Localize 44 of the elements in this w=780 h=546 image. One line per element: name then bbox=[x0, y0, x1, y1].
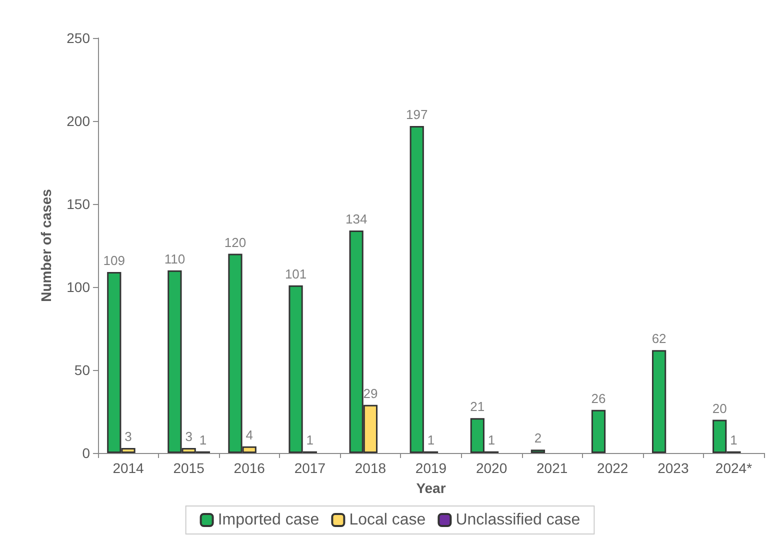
x-tick-label: 2024* bbox=[715, 460, 753, 476]
x-tick-label: 2016 bbox=[234, 460, 266, 476]
x-tick-label: 2021 bbox=[536, 460, 568, 476]
x-axis-title: Year bbox=[416, 480, 446, 496]
y-tick-label: 200 bbox=[66, 113, 90, 129]
data-label: 134 bbox=[345, 212, 368, 227]
y-tick-label: 250 bbox=[66, 30, 90, 46]
y-tick-label: 150 bbox=[66, 196, 90, 212]
data-label: 1 bbox=[306, 432, 314, 448]
x-tick-label: 2020 bbox=[476, 460, 508, 476]
data-label: 2 bbox=[534, 430, 542, 446]
data-label: 120 bbox=[224, 234, 246, 250]
data-label: 197 bbox=[406, 106, 428, 122]
legend-label: Imported case bbox=[218, 512, 320, 528]
data-label: 1 bbox=[488, 432, 496, 448]
x-tick-label: 2017 bbox=[294, 460, 326, 476]
x-tick-label: 2019 bbox=[415, 460, 447, 476]
data-label: 1 bbox=[730, 432, 738, 448]
legend-label: Unclassified case bbox=[456, 512, 580, 528]
data-label: 20 bbox=[712, 400, 727, 416]
data-label: 1 bbox=[199, 432, 207, 448]
legend-label: Local case bbox=[349, 512, 426, 528]
data-label: 1 bbox=[427, 432, 435, 448]
x-tick-label: 2015 bbox=[173, 460, 205, 476]
y-tick-label: 100 bbox=[66, 279, 90, 295]
x-tick-label: 2023 bbox=[658, 460, 689, 476]
data-label: 110 bbox=[164, 251, 186, 266]
x-tick-label: 2022 bbox=[597, 460, 628, 476]
data-label: 26 bbox=[591, 390, 606, 406]
data-label: 101 bbox=[284, 266, 307, 282]
data-label: 62 bbox=[652, 331, 666, 346]
data-label: 21 bbox=[470, 399, 485, 414]
data-label: 3 bbox=[185, 429, 192, 444]
x-tick-label: 2014 bbox=[112, 460, 144, 476]
data-label: 109 bbox=[103, 253, 125, 268]
bar bbox=[652, 350, 666, 453]
data-label: 3 bbox=[124, 429, 132, 444]
y-tick-label: 0 bbox=[82, 445, 90, 461]
data-label: 4 bbox=[246, 427, 253, 442]
data-label: 29 bbox=[363, 386, 378, 401]
x-tick-label: 2018 bbox=[354, 460, 386, 476]
y-axis-title: Number of cases bbox=[38, 188, 54, 302]
y-tick-label: 50 bbox=[74, 362, 90, 378]
bar bbox=[591, 410, 606, 453]
